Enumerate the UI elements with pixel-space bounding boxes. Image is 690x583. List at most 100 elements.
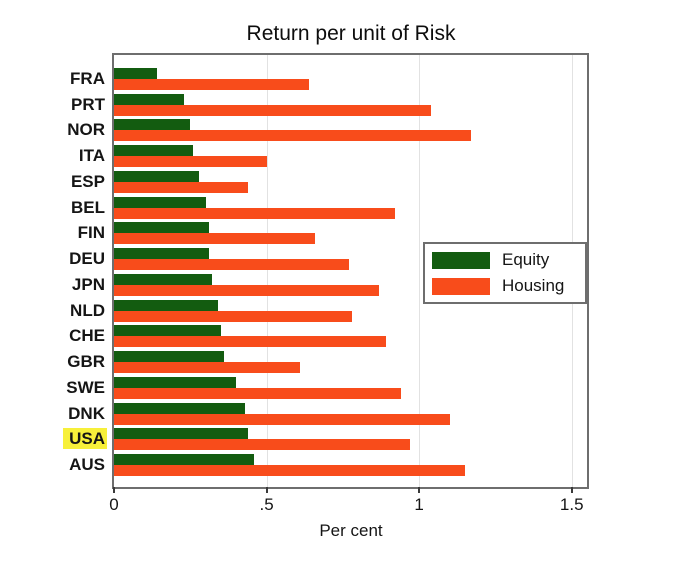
equity-bar-bel <box>114 196 206 208</box>
housing-bar-prt <box>114 104 432 116</box>
category-label-dnk: DNK <box>68 403 105 423</box>
category-label-swe: SWE <box>66 377 105 397</box>
housing-bar-nld <box>114 310 353 322</box>
category-label-esp: ESP <box>70 171 105 191</box>
housing-bar-usa <box>114 439 410 451</box>
legend-box: Equity Housing <box>423 242 587 304</box>
bar-group-che: CHE <box>69 324 587 350</box>
x-tick-mark <box>570 487 573 493</box>
bar-group-esp: ESP <box>71 169 587 195</box>
housing-bar-deu <box>114 259 349 271</box>
bar-group-bel: BEL <box>71 195 587 221</box>
bar-group-prt: PRT <box>71 92 587 118</box>
equity-bar-jpn <box>114 273 212 285</box>
equity-bar-deu <box>114 248 209 260</box>
bar-group-jpn: JPN <box>72 272 587 298</box>
x-tick-label: .5 <box>259 495 274 514</box>
bar-group-fra: FRA <box>70 66 587 92</box>
equity-bar-gbr <box>114 351 224 363</box>
bar-group-nor: NOR <box>67 118 587 144</box>
housing-bar-gbr <box>114 362 301 374</box>
chart-title: Return per unit of Risk <box>246 22 456 45</box>
bar-group-gbr: GBR <box>67 349 587 375</box>
x-axis-title: Per cent <box>319 521 383 540</box>
category-label-jpn: JPN <box>71 274 105 294</box>
bars <box>114 145 587 168</box>
category-label-fra: FRA <box>70 68 105 88</box>
bars <box>114 376 587 399</box>
category-label-gbr: GBR <box>67 352 105 372</box>
bars <box>114 402 587 425</box>
legend-label-housing: Housing <box>502 276 565 295</box>
housing-bar-esp <box>114 181 249 193</box>
equity-bar-swe <box>114 376 237 388</box>
bars <box>114 273 587 296</box>
bar-group-nld: NLD <box>70 298 587 324</box>
x-tick-mark <box>418 487 421 493</box>
equity-bar-nor <box>114 119 191 131</box>
bars <box>114 454 587 477</box>
housing-bar-fin <box>114 233 316 245</box>
equity-bar-esp <box>114 170 200 182</box>
equity-swatch-icon <box>432 251 490 269</box>
bar-group-fin: FIN <box>78 221 587 247</box>
legend-entry-housing: Housing <box>432 276 585 296</box>
legend-label-equity: Equity <box>502 250 550 269</box>
housing-bar-jpn <box>114 284 380 296</box>
category-label-deu: DEU <box>69 249 105 269</box>
bar-group-ita: ITA <box>79 143 587 169</box>
category-label-usa-highlighted: USA <box>37 428 107 450</box>
housing-bar-aus <box>114 465 465 477</box>
gridline-x-1 <box>419 55 421 487</box>
equity-bar-dnk <box>114 402 246 414</box>
housing-bar-ita <box>114 156 267 168</box>
bar-group-aus: AUS <box>69 452 587 478</box>
housing-swatch-icon <box>432 277 490 295</box>
equity-bar-fra <box>114 67 157 79</box>
x-tick-mark <box>113 487 115 493</box>
category-label-aus: AUS <box>69 455 105 475</box>
equity-bar-prt <box>114 93 185 105</box>
bars <box>114 248 587 271</box>
housing-bar-nor <box>114 130 472 142</box>
equity-bar-aus <box>114 454 255 466</box>
bars <box>114 93 587 116</box>
bars <box>114 351 587 374</box>
equity-bar-fin <box>114 222 209 234</box>
bar-group-usa: USA <box>63 427 587 453</box>
category-label-nld: NLD <box>70 300 105 320</box>
bars <box>114 170 587 193</box>
category-label-nor: NOR <box>67 120 105 140</box>
bars <box>114 428 587 451</box>
equity-bar-che <box>114 325 221 337</box>
x-tick-label: 0 <box>109 495 119 514</box>
category-label-ita: ITA <box>78 146 105 166</box>
category-label-prt: PRT <box>71 94 105 114</box>
category-label-fin: FIN <box>77 223 105 243</box>
housing-bar-che <box>114 336 386 348</box>
housing-bar-swe <box>114 387 401 399</box>
category-label-bel: BEL <box>71 197 105 217</box>
x-tick-mark <box>265 487 268 493</box>
bars <box>114 222 587 245</box>
housing-bar-bel <box>114 207 395 219</box>
x-tick-label: 1 <box>414 495 424 514</box>
category-label-che: CHE <box>69 326 105 346</box>
housing-bar-dnk <box>114 413 450 425</box>
x-tick-label: 1.5 <box>559 495 584 514</box>
equity-bar-usa <box>114 428 249 440</box>
gridline-x-.5 <box>266 55 268 487</box>
equity-bar-ita <box>114 145 194 157</box>
equity-bar-nld <box>114 299 218 311</box>
bar-group-dnk: DNK <box>68 401 587 427</box>
bars <box>114 325 587 348</box>
bars <box>114 299 587 322</box>
bar-rows-container: FRA PRT NOR ITA ESP BEL FIN DEU JPN NLD CHE GBR SWE D… <box>63 55 587 487</box>
bar-group-deu: DEU <box>69 246 587 272</box>
housing-bar-fra <box>114 78 310 90</box>
bar-group-swe: SWE <box>66 375 587 401</box>
bars <box>114 119 587 142</box>
legend-entry-equity: Equity <box>432 250 585 270</box>
bars <box>114 196 587 219</box>
